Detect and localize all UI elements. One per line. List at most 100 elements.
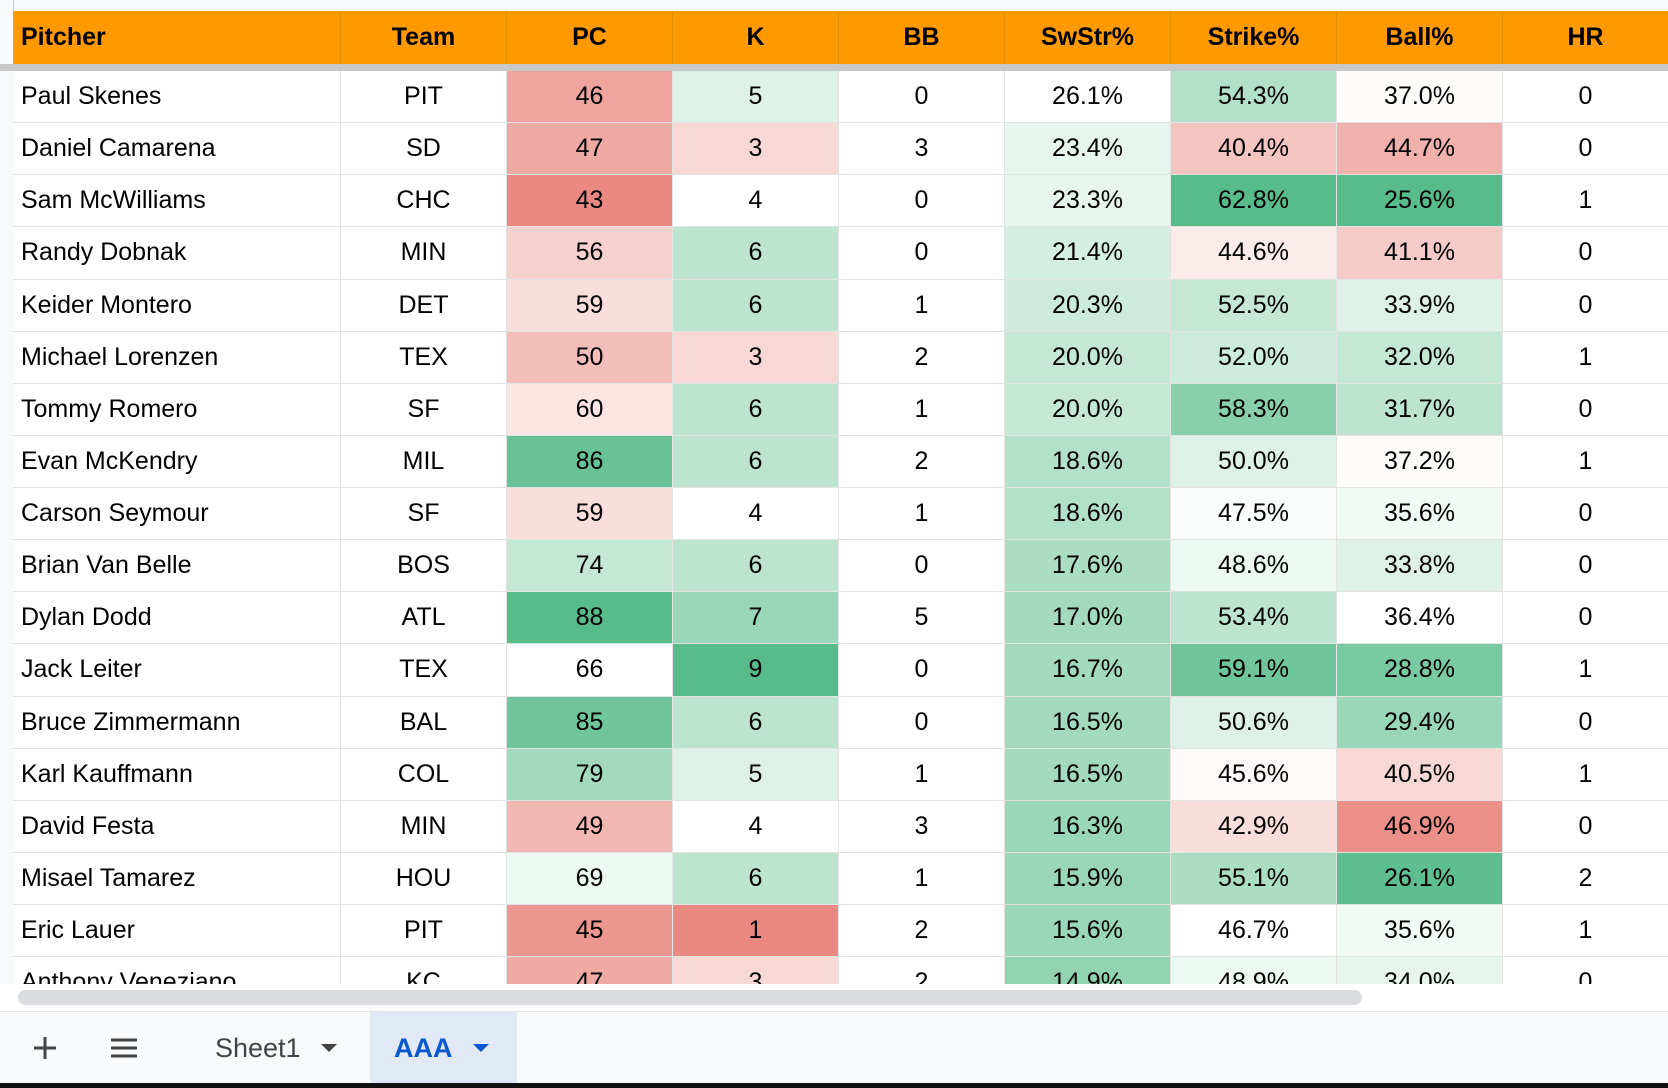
table-cell: 6 [673,696,839,749]
table-cell: 3 [673,331,839,384]
add-sheet-button[interactable] [30,1012,60,1084]
table-cell: 5 [839,592,1005,645]
table-cell: 44.6% [1171,227,1337,280]
column-header: Team [341,11,507,64]
table-cell: 1 [1503,644,1668,697]
table-cell: 33.8% [1337,540,1503,593]
table-cell: 2 [839,905,1005,958]
table-cell: Brian Van Belle [13,540,341,593]
table-cell: TEX [341,644,507,697]
table-cell: 54.3% [1171,71,1337,124]
table-cell: 48.9% [1171,957,1337,984]
table-cell: 0 [1503,227,1668,280]
table-cell: Jack Leiter [13,644,341,697]
table-cell: 66 [507,644,673,697]
table-cell: 23.4% [1005,123,1171,176]
table-cell: 46 [507,71,673,124]
sheet-tab-active[interactable]: AAA [370,1012,517,1084]
sheet-tab-label: Sheet1 [215,1032,301,1063]
table-cell: Evan McKendry [13,435,341,489]
table-cell: 1 [1503,435,1668,489]
table-cell: David Festa [13,800,341,853]
table-cell: 0 [1503,123,1668,176]
table-cell: 6 [673,540,839,593]
menu-icon [111,1038,137,1058]
sheet-tab-bar: Sheet1 AAA [0,1011,1668,1084]
table-cell: 1 [1503,175,1668,228]
table-cell: 0 [1503,488,1668,541]
table-cell: PIT [341,71,507,124]
table-cell: 25.6% [1337,175,1503,228]
table-cell: 37.0% [1337,71,1503,124]
horizontal-scrollbar[interactable] [18,990,1362,1005]
table-cell: 40.5% [1337,748,1503,801]
table-cell: 88 [507,592,673,645]
table-cell: 48.6% [1171,540,1337,593]
table-cell: 79 [507,748,673,801]
table-cell: 2 [839,435,1005,489]
table-cell: 36.4% [1337,592,1503,645]
table-cell: 0 [839,71,1005,124]
column-header: BB [839,11,1005,64]
table-cell: 3 [839,123,1005,176]
table-cell: 53.4% [1171,592,1337,645]
table-cell: 1 [673,905,839,958]
table-cell: 17.6% [1005,540,1171,593]
table-cell: 52.5% [1171,279,1337,332]
table-cell: 34.0% [1337,957,1503,984]
table-cell: 0 [1503,383,1668,436]
table-cell: 7 [673,592,839,645]
table-cell: ATL [341,592,507,645]
table-cell: Carson Seymour [13,488,341,541]
table-cell: Eric Lauer [13,905,341,958]
table-cell: 43 [507,175,673,228]
table-cell: 14.9% [1005,957,1171,984]
table-cell: 18.6% [1005,488,1171,541]
table-cell: SD [341,123,507,176]
table-cell: 6 [673,435,839,489]
table-cell: 59.1% [1171,644,1337,697]
all-sheets-button[interactable] [108,1012,140,1084]
table-cell: Michael Lorenzen [13,331,341,384]
table-cell: 37.2% [1337,435,1503,489]
table-cell: 16.5% [1005,696,1171,749]
table-cell: TEX [341,331,507,384]
table-cell: 0 [1503,696,1668,749]
table-cell: 45 [507,905,673,958]
table-cell: BOS [341,540,507,593]
table-cell: 55.1% [1171,852,1337,906]
table-cell: 50 [507,331,673,384]
column-header: HR [1503,11,1668,64]
table-cell: 50.0% [1171,435,1337,489]
frozen-divider [0,64,1668,71]
table-cell: 4 [673,175,839,228]
table-cell: SF [341,488,507,541]
table-cell: 69 [507,852,673,906]
table-cell: 50.6% [1171,696,1337,749]
table-cell: 31.7% [1337,383,1503,436]
table-cell: 18.6% [1005,435,1171,489]
table-cell: 20.3% [1005,279,1171,332]
table-cell: Sam McWilliams [13,175,341,228]
table-cell: 6 [673,227,839,280]
table-cell: COL [341,748,507,801]
table-cell: 16.7% [1005,644,1171,697]
table-cell: 52.0% [1171,331,1337,384]
table-cell: 23.3% [1005,175,1171,228]
table-cell: Anthony Veneziano [13,957,341,984]
window-edge [0,1083,1668,1088]
table-cell: BAL [341,696,507,749]
column-header: SwStr% [1005,11,1171,64]
table-cell: KC [341,957,507,984]
table-cell: 47.5% [1171,488,1337,541]
table-cell: 0 [1503,279,1668,332]
table-cell: 3 [673,957,839,984]
table-cell: Dylan Dodd [13,592,341,645]
sheet-tab-label: AAA [394,1032,453,1063]
table-cell: 45.6% [1171,748,1337,801]
sheet-tab[interactable]: Sheet1 [200,1012,360,1084]
table-cell: 46.9% [1337,800,1503,853]
table-cell: 15.9% [1005,852,1171,906]
table-cell: 59 [507,279,673,332]
table-cell: 1 [1503,905,1668,958]
